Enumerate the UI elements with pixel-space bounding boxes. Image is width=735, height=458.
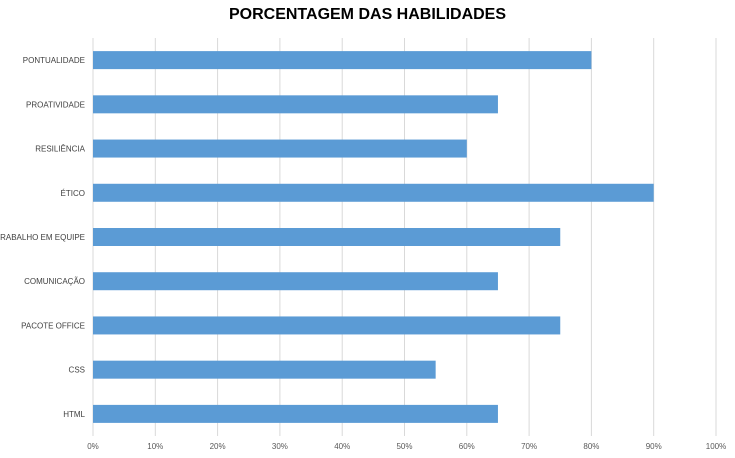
bar xyxy=(93,228,561,246)
tick-label: 10% xyxy=(147,442,163,451)
bar xyxy=(93,139,467,158)
category-label: RESILIÊNCIA xyxy=(35,145,85,154)
tick-label: 90% xyxy=(646,442,662,451)
bar xyxy=(93,272,498,291)
tick-label: 80% xyxy=(583,442,599,451)
bar xyxy=(93,51,592,70)
tick-label: 30% xyxy=(272,442,288,451)
category-label: TRABALHO EM EQUIPE xyxy=(0,233,85,242)
tick-label: 40% xyxy=(334,442,350,451)
chart-title: PORCENTAGEM DAS HABILIDADES xyxy=(228,6,507,23)
tick-label: 100% xyxy=(706,442,726,451)
category-label: ÉTICO xyxy=(61,189,85,198)
tick-label: 50% xyxy=(396,442,412,451)
category-label: PROATIVIDADE xyxy=(26,100,85,109)
bar xyxy=(93,316,561,335)
bar xyxy=(93,183,654,202)
tick-label: 20% xyxy=(210,442,226,451)
tick-label: 70% xyxy=(521,442,537,451)
bar xyxy=(93,404,498,423)
category-label: CSS xyxy=(69,366,85,375)
tick-label: 60% xyxy=(459,442,475,451)
bar xyxy=(93,95,498,114)
tick-label: 0% xyxy=(87,442,99,451)
category-label: COMUNICAÇÃO xyxy=(24,277,85,286)
category-label: PACOTE OFFICE xyxy=(21,321,85,330)
bar xyxy=(93,360,436,379)
category-label: PONTUALIDADE xyxy=(23,56,85,65)
category-label: HTML xyxy=(63,410,85,419)
